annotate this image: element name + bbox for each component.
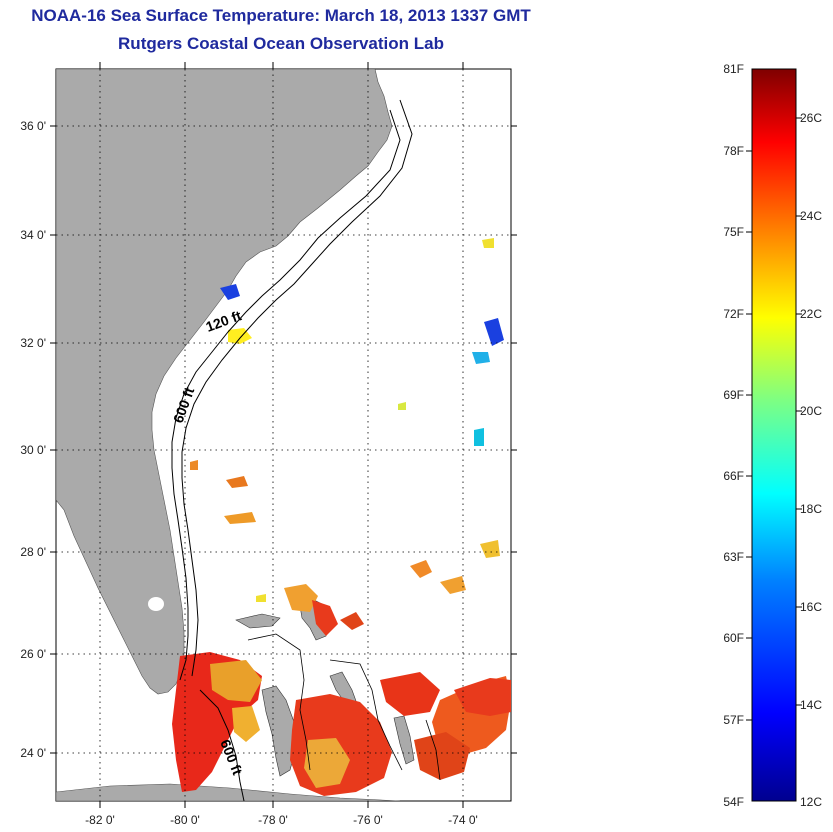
lat-tick-label: 24 0' — [20, 746, 46, 760]
colorbar-f-label: 75F — [723, 225, 744, 239]
colorbar-c-label: 26C — [800, 111, 822, 125]
land-cuba — [56, 783, 401, 801]
colorbar-c-label: 12C — [800, 795, 822, 809]
map-title: NOAA-16 Sea Surface Temperature: March 1… — [31, 6, 531, 25]
lon-tick-label: -80 0' — [170, 813, 200, 827]
colorbar-c-label: 22C — [800, 307, 822, 321]
colorbar-f-label: 63F — [723, 550, 744, 564]
colorbar-c-label: 16C — [800, 600, 822, 614]
map-subtitle: Rutgers Coastal Ocean Observation Lab — [118, 34, 444, 53]
colorbar — [751, 68, 797, 802]
lat-tick-label: 32 0' — [20, 336, 46, 350]
colorbar-c-label: 20C — [800, 404, 822, 418]
lon-tick-label: -76 0' — [353, 813, 383, 827]
colorbar-f-label: 57F — [723, 713, 744, 727]
colorbar-f-label: 78F — [723, 144, 744, 158]
contour-600ft-south — [199, 689, 245, 801]
colorbar-f-label: 81F — [723, 62, 744, 76]
contour-120ft — [171, 109, 401, 681]
sst-data-patches — [172, 238, 511, 796]
map-ticks — [50, 62, 517, 808]
colorbar-f-label: 69F — [723, 388, 744, 402]
contour-600ft — [181, 99, 413, 677]
map-grid — [56, 69, 511, 801]
colorbar-f-label: 54F — [723, 795, 744, 809]
lon-tick-label: -82 0' — [85, 813, 115, 827]
land-bahamas-andros — [261, 685, 297, 777]
lat-tick-label: 36 0' — [20, 119, 46, 133]
lake-okeechobee — [148, 597, 164, 611]
colorbar-c-label: 18C — [800, 502, 822, 516]
lat-tick-label: 26 0' — [20, 647, 46, 661]
lon-tick-label: -78 0' — [258, 813, 288, 827]
colorbar-c-label: 24C — [800, 209, 822, 223]
colorbar-f-label: 60F — [723, 631, 744, 645]
colorbar-c-label: 14C — [800, 698, 822, 712]
land-southeast-us — [56, 69, 393, 695]
colorbar-f-label: 66F — [723, 469, 744, 483]
lon-tick-label: -74 0' — [448, 813, 478, 827]
contour-bahamas — [247, 633, 441, 781]
colorbar-f-label: 72F — [723, 307, 744, 321]
colorbar-ticks — [746, 117, 802, 721]
lat-tick-label: 30 0' — [20, 443, 46, 457]
lat-tick-label: 28 0' — [20, 545, 46, 559]
lat-tick-label: 34 0' — [20, 228, 46, 242]
land-bahamas-grand — [235, 613, 281, 629]
